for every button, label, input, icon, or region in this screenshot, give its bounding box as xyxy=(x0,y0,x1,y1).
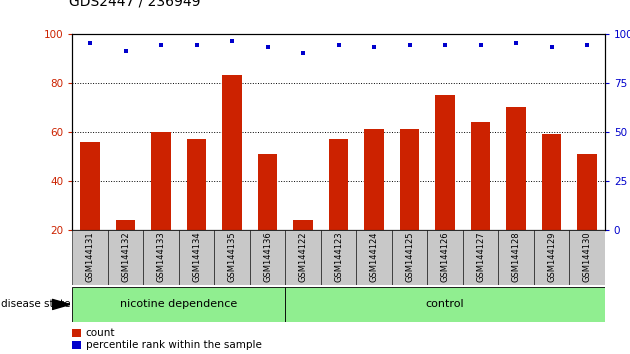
Bar xyxy=(577,154,597,230)
Bar xyxy=(72,287,285,322)
Bar xyxy=(507,107,526,230)
Point xyxy=(298,50,308,56)
Point xyxy=(263,45,273,50)
Text: disease state: disease state xyxy=(1,299,71,309)
Text: GSM144129: GSM144129 xyxy=(547,231,556,282)
Text: count: count xyxy=(86,328,115,338)
Point xyxy=(227,39,237,44)
Bar xyxy=(463,230,498,285)
Text: GSM144136: GSM144136 xyxy=(263,231,272,282)
Text: GSM144124: GSM144124 xyxy=(370,231,379,282)
Bar xyxy=(329,139,348,230)
Point xyxy=(546,45,557,50)
Bar xyxy=(214,230,250,285)
Text: control: control xyxy=(426,299,464,309)
Point xyxy=(582,42,592,48)
Bar xyxy=(435,95,455,230)
Bar xyxy=(400,130,420,230)
Text: GSM144122: GSM144122 xyxy=(299,231,307,282)
Bar xyxy=(116,220,135,230)
Point xyxy=(404,42,415,48)
Bar xyxy=(151,132,171,230)
Text: GSM144130: GSM144130 xyxy=(583,231,592,282)
Bar xyxy=(427,230,463,285)
Point xyxy=(120,48,131,54)
Bar xyxy=(222,75,242,230)
Text: GSM144132: GSM144132 xyxy=(121,231,130,282)
Point xyxy=(511,41,521,46)
Point xyxy=(156,42,166,48)
Text: GDS2447 / 236949: GDS2447 / 236949 xyxy=(69,0,201,9)
Bar xyxy=(285,287,605,322)
Text: GSM144125: GSM144125 xyxy=(405,231,414,282)
Bar xyxy=(285,230,321,285)
Bar xyxy=(534,230,570,285)
Text: percentile rank within the sample: percentile rank within the sample xyxy=(86,340,261,350)
Text: GSM144128: GSM144128 xyxy=(512,231,520,282)
Polygon shape xyxy=(52,299,70,309)
Bar xyxy=(144,230,179,285)
Bar xyxy=(187,139,207,230)
Text: GSM144126: GSM144126 xyxy=(440,231,450,282)
Bar xyxy=(321,230,357,285)
Point xyxy=(333,42,343,48)
Text: GSM144131: GSM144131 xyxy=(86,231,94,282)
Text: GSM144127: GSM144127 xyxy=(476,231,485,282)
Text: GSM144123: GSM144123 xyxy=(334,231,343,282)
Bar xyxy=(81,142,100,230)
Point xyxy=(476,42,486,48)
Bar xyxy=(108,230,144,285)
Bar xyxy=(357,230,392,285)
Bar xyxy=(570,230,605,285)
Text: nicotine dependence: nicotine dependence xyxy=(120,299,238,309)
Bar xyxy=(72,230,108,285)
Text: GSM144133: GSM144133 xyxy=(157,231,166,282)
Bar xyxy=(250,230,285,285)
Text: GSM144134: GSM144134 xyxy=(192,231,201,282)
Point xyxy=(440,42,450,48)
Point xyxy=(369,45,379,50)
Bar xyxy=(179,230,214,285)
Text: GSM144135: GSM144135 xyxy=(227,231,237,282)
Point xyxy=(85,41,95,46)
Bar xyxy=(258,154,277,230)
Bar xyxy=(392,230,427,285)
Bar xyxy=(498,230,534,285)
Bar xyxy=(364,130,384,230)
Bar xyxy=(542,134,561,230)
Point xyxy=(192,42,202,48)
Bar xyxy=(294,220,313,230)
Bar xyxy=(471,122,490,230)
